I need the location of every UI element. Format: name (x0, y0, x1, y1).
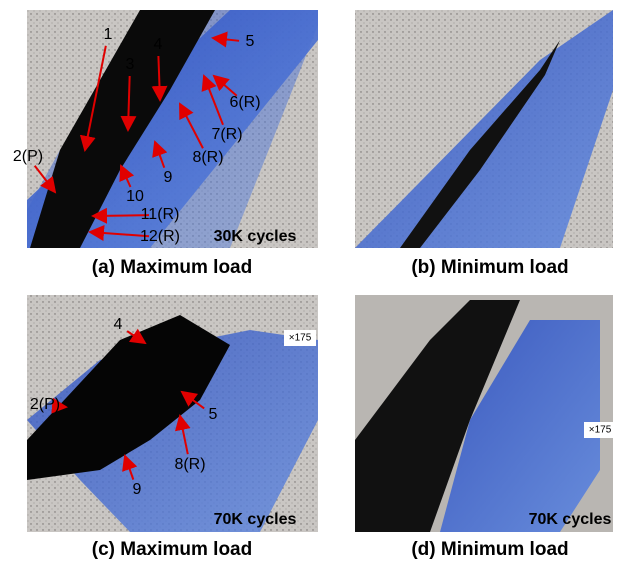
annotation-label: 2(P) (30, 396, 60, 413)
photo-d (355, 295, 613, 532)
cycle-label: 70K cycles (529, 511, 612, 528)
annotation-label: 9 (164, 169, 173, 186)
annotation-label: 8(R) (174, 456, 205, 473)
panel-caption: (d) Minimum load (411, 539, 568, 560)
annotation-label: 9 (133, 481, 142, 498)
annotation-label: 7(R) (211, 126, 242, 143)
annotation-label: 1 (104, 26, 113, 43)
annotation-label: 12(R) (140, 228, 180, 245)
panel-caption: (c) Maximum load (92, 539, 252, 560)
photo-b (355, 10, 613, 248)
panel-caption: (a) Maximum load (92, 257, 252, 278)
annotation-label: 2(P) (13, 148, 43, 165)
cycle-label: 30K cycles (214, 228, 297, 245)
annotation-label: 10 (126, 188, 144, 205)
annotation-label: 6(R) (229, 94, 260, 111)
magnification-label: ×175 (589, 425, 612, 436)
figure: (a) Maximum load 30K cycles 1 2(P) 3 4 5 6(R) 7(… (0, 0, 631, 563)
annotation-label: 5 (246, 33, 255, 50)
annotation-label: 5 (209, 406, 218, 423)
annotation-label: 4 (114, 316, 123, 333)
photo-c (27, 295, 318, 532)
annotation-label: 4 (154, 36, 163, 53)
annotation-label: 3 (126, 56, 135, 73)
annotation-label: 11(R) (141, 206, 180, 223)
magnification-label: ×175 (289, 333, 312, 344)
cycle-label: 70K cycles (214, 511, 297, 528)
page: (a) Maximum load 30K cycles 1 2(P) 3 4 5 6(R) 7(… (0, 0, 631, 563)
panel-caption: (b) Minimum load (411, 257, 568, 278)
annotation-label: 8(R) (192, 149, 223, 166)
